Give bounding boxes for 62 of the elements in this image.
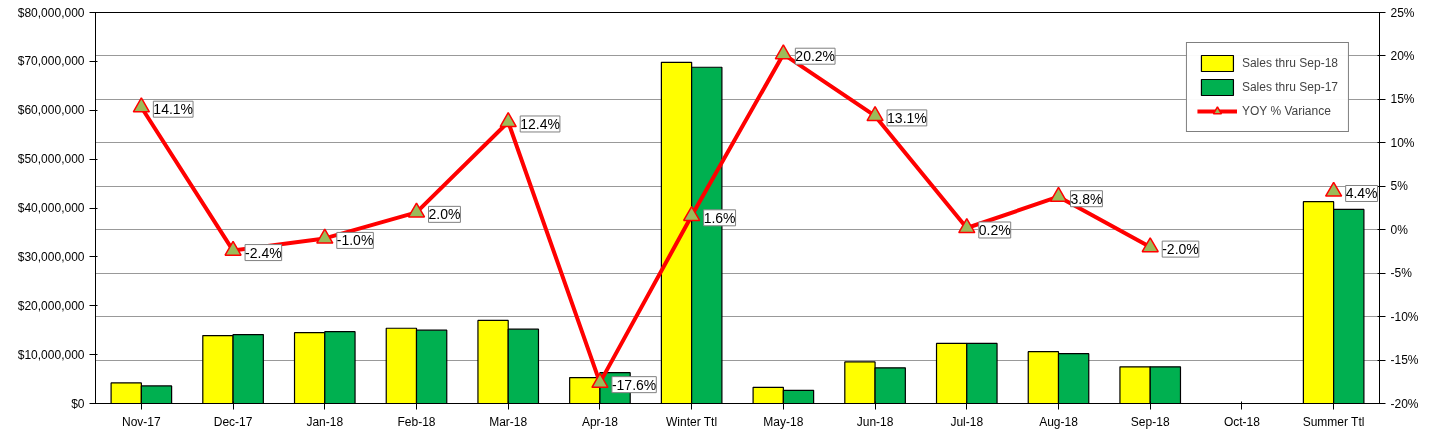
x-tick-label: Jan-18 <box>306 414 344 429</box>
data-label: 12.4% <box>520 115 560 132</box>
data-label: 3.8% <box>1070 190 1103 207</box>
y2-tick-label: 20% <box>1390 48 1415 63</box>
x-tick-label: Summer Ttl <box>1302 414 1365 429</box>
point <box>958 218 976 234</box>
data-label: 0.2% <box>978 221 1011 238</box>
point <box>591 372 609 389</box>
point <box>224 240 242 256</box>
point <box>132 97 151 113</box>
y-tick-label: $50,000,000 <box>17 152 85 167</box>
point <box>1141 237 1159 253</box>
point <box>866 105 884 122</box>
data-label: -17.6% <box>611 376 657 393</box>
x-tick-label: Feb-18 <box>397 414 436 429</box>
point <box>499 111 517 128</box>
point <box>407 202 426 218</box>
data-label: 13.1% <box>887 109 927 126</box>
y2-tick-label: 15% <box>1390 92 1415 107</box>
x-tick-label: Jul-18 <box>950 414 984 429</box>
x-tick-label: Winter Ttl <box>665 414 718 429</box>
x-tick-label: Oct-18 <box>1223 414 1261 429</box>
point <box>1324 181 1343 197</box>
y2-tick-label: 25% <box>1390 5 1415 20</box>
y-tick-label: $0 <box>71 396 85 411</box>
data-label: 2.0% <box>428 206 461 223</box>
data-label: 4.4% <box>1345 185 1378 202</box>
y2-tick-label: -5% <box>1390 266 1413 281</box>
y-tick-label: $20,000,000 <box>17 298 85 313</box>
y2-tick-label: 10% <box>1390 135 1415 150</box>
x-tick-label: Sep-18 <box>1130 414 1170 429</box>
y2-tick-label: 5% <box>1390 179 1409 194</box>
x-tick-label: Mar-18 <box>489 414 528 429</box>
y-tick-label: $40,000,000 <box>17 201 85 215</box>
data-label: -2.4% <box>245 244 282 261</box>
data-label: 14.1% <box>153 101 194 118</box>
y-tick-label: $60,000,000 <box>17 103 85 118</box>
legend-label: Sales thru Sep-18 <box>1241 56 1338 70</box>
x-tick-label: Dec-17 <box>213 414 253 429</box>
data-label: 20.2% <box>795 48 836 65</box>
x-tick-label: Apr-18 <box>581 414 619 429</box>
point <box>774 44 793 60</box>
y2-tick-label: -10% <box>1390 309 1419 324</box>
y-tick-label: $30,000,000 <box>17 249 85 264</box>
x-tick-label: Aug-18 <box>1039 414 1079 429</box>
point <box>1049 186 1068 203</box>
legend-label: Sales thru Sep-17 <box>1241 80 1338 94</box>
y-tick-label: $10,000,000 <box>17 347 85 362</box>
x-tick-label: Nov-17 <box>122 414 162 429</box>
y2-tick-label: 0% <box>1390 222 1409 237</box>
x-tick-label: Jun-18 <box>856 414 894 429</box>
x-tick-label: May-18 <box>763 414 804 429</box>
data-label: -2.0% <box>1162 241 1199 258</box>
y-tick-label: $70,000,000 <box>17 54 85 69</box>
point <box>316 228 334 244</box>
data-label: 1.6% <box>703 209 736 226</box>
y2-tick-label: -15% <box>1390 353 1419 368</box>
data-label: -1.0% <box>336 232 374 249</box>
point <box>682 205 701 222</box>
y-tick-label: $80,000,000 <box>17 5 85 20</box>
legend-label: YOY % Variance <box>1241 104 1331 118</box>
y2-tick-label: -20% <box>1390 396 1419 411</box>
